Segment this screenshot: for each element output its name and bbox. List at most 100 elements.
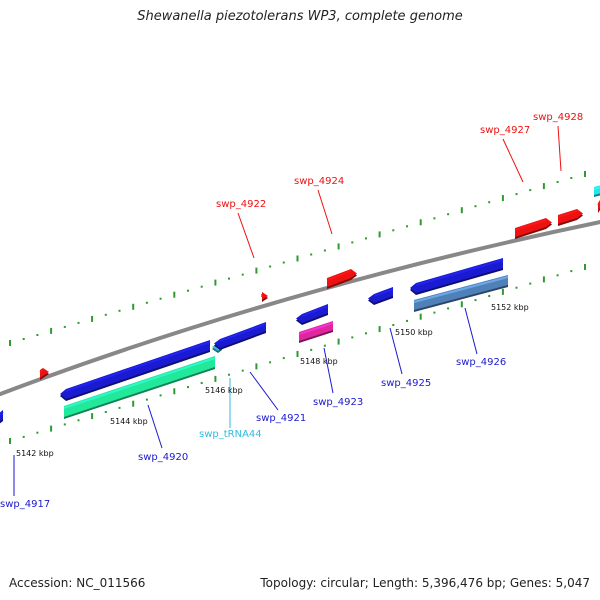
gene-label-swp_4924[interactable]: swp_4924 — [294, 176, 344, 187]
major-tick — [378, 326, 381, 333]
kbp-label: 5142 kbp — [16, 449, 54, 458]
feature-swp_4923[interactable] — [298, 321, 334, 343]
major-tick — [9, 438, 11, 444]
gene-label-swp_4922[interactable]: swp_4922 — [216, 199, 266, 210]
major-tick — [460, 207, 463, 214]
minor-tick — [118, 309, 121, 312]
major-tick — [501, 195, 504, 202]
feature-swp_4917[interactable] — [0, 410, 4, 425]
major-tick — [542, 183, 545, 190]
minor-tick — [351, 241, 354, 244]
feature-edge-cyan[interactable] — [593, 184, 600, 197]
minor-tick — [365, 332, 367, 335]
minor-tick — [22, 338, 25, 340]
gene-label-swp_4923[interactable]: swp_4923 — [313, 397, 363, 408]
kbp-label: 5150 kbp — [395, 328, 433, 337]
leader-line-swp_4922 — [237, 212, 255, 259]
major-tick — [255, 267, 258, 274]
minor-tick — [474, 205, 477, 208]
feature-swp_4928[interactable] — [557, 209, 583, 226]
minor-tick — [63, 325, 66, 328]
gene-label-swp_4920[interactable]: swp_4920 — [138, 452, 188, 463]
minor-tick — [570, 177, 573, 179]
minor-tick — [556, 274, 559, 277]
kbp-labels: 5142 kbp 5144 kbp 5146 kbp 5148 kbp 5150 kbp… — [16, 303, 529, 458]
major-tick — [337, 243, 340, 250]
minor-tick — [36, 334, 39, 336]
minor-tick — [556, 181, 559, 183]
major-tick — [50, 425, 53, 432]
minor-tick — [145, 398, 148, 401]
major-tick — [173, 388, 176, 395]
minor-tick — [406, 225, 408, 228]
feature-rrna[interactable] — [63, 356, 216, 419]
major-tick — [419, 219, 422, 226]
minor-tick — [488, 201, 491, 204]
leader-line-swp_4921 — [249, 371, 279, 411]
major-tick — [378, 231, 381, 238]
minor-tick — [104, 411, 107, 413]
genome-backbone — [0, 220, 600, 397]
minor-tick — [310, 253, 313, 256]
minor-tick — [241, 273, 244, 276]
minor-tick — [269, 361, 272, 364]
gene-label-swp_4927[interactable]: swp_4927 — [480, 125, 530, 136]
leader-line-swp_4920 — [147, 404, 163, 449]
genome-title: Shewanella piezotolerans WP3, complete g… — [137, 9, 463, 24]
minor-tick — [392, 229, 395, 232]
leader-line-swp_4927 — [502, 138, 524, 183]
minor-tick — [200, 382, 203, 384]
minor-tick — [488, 295, 491, 297]
kbp-label: 5152 kbp — [491, 303, 529, 312]
major-tick — [296, 255, 299, 262]
genome-summary: Topology: circular; Length: 5,396,476 bp… — [260, 576, 590, 590]
minor-tick — [159, 297, 162, 300]
minor-tick — [187, 386, 189, 389]
feature-swp_4925[interactable] — [368, 287, 394, 305]
major-tick — [132, 400, 135, 407]
minor-tick — [269, 265, 272, 268]
feature-swp_4924[interactable] — [326, 269, 357, 289]
accession-label: Accession: NC_011566 — [9, 576, 146, 590]
minor-tick — [406, 319, 408, 322]
feature-swp_4920[interactable] — [60, 340, 211, 401]
kbp-label: 5148 kbp — [300, 357, 338, 366]
gene-label-swp_4921[interactable]: swp_4921 — [256, 413, 306, 424]
feature-swp_4922[interactable] — [261, 292, 268, 305]
major-tick — [50, 327, 53, 334]
major-tick — [460, 301, 463, 308]
minor-tick — [228, 373, 230, 376]
major-tick — [91, 413, 94, 420]
gene-label-swp_tRNA44[interactable]: swp_tRNA44 — [199, 429, 262, 440]
major-tick — [9, 340, 11, 346]
minor-tick — [22, 435, 25, 438]
major-tick — [501, 288, 504, 295]
major-tick — [337, 338, 340, 345]
leader-line-swp_4925 — [389, 327, 403, 375]
minor-tick — [77, 419, 80, 422]
leader-line-swp_4926 — [464, 307, 478, 355]
gene-label-swp_4925[interactable]: swp_4925 — [381, 378, 431, 389]
feature-swp_4923b[interactable] — [296, 304, 329, 325]
minor-tick — [392, 324, 395, 326]
minor-tick — [447, 213, 450, 216]
feature-swp_4926b[interactable] — [413, 275, 509, 312]
minor-tick — [351, 336, 354, 339]
minor-tick — [282, 261, 285, 264]
feature-small-red[interactable] — [39, 368, 49, 380]
feature-swp_4926[interactable] — [410, 258, 504, 295]
feature-swp_4921[interactable] — [214, 322, 267, 350]
gene-label-swp_4928[interactable]: swp_4928 — [533, 112, 583, 123]
minor-tick — [159, 394, 162, 397]
feature-tracks — [0, 184, 600, 425]
gene-label-swp_4926[interactable]: swp_4926 — [456, 357, 506, 368]
minor-tick — [365, 237, 367, 240]
minor-tick — [187, 289, 189, 292]
major-tick — [214, 279, 217, 286]
major-tick — [419, 313, 422, 320]
feature-swp_4927[interactable] — [514, 218, 552, 239]
tick-marks — [9, 171, 586, 444]
gene-label-swp_4917[interactable]: swp_4917 — [0, 499, 50, 510]
minor-tick — [104, 313, 107, 316]
